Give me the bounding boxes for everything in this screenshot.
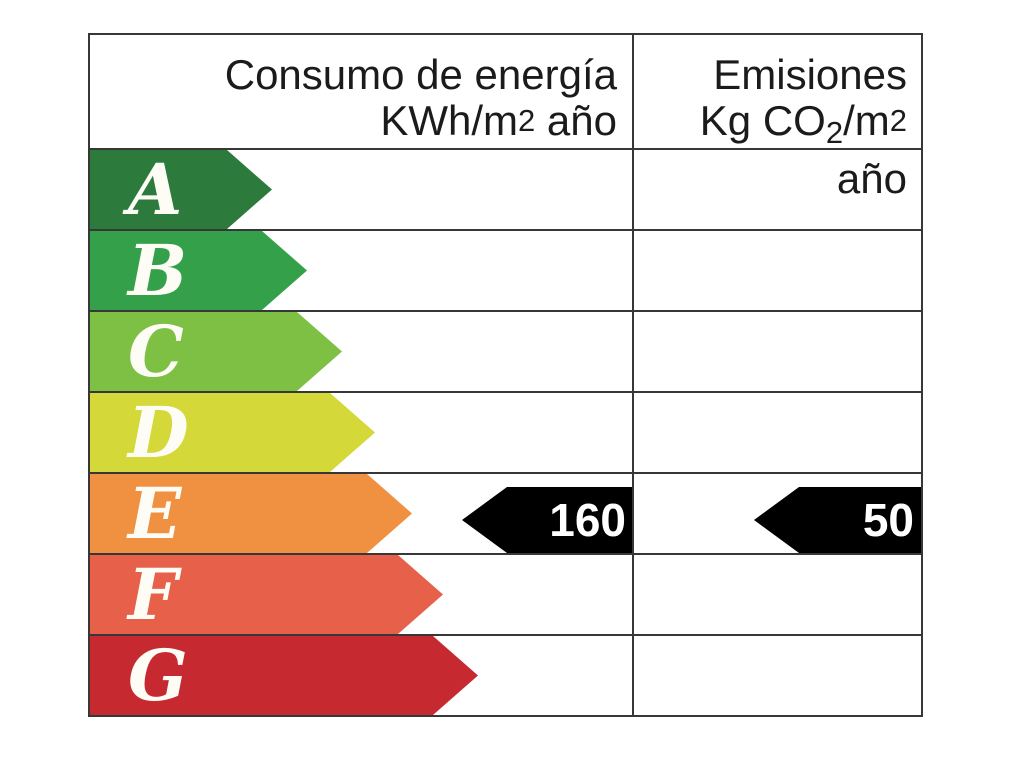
co2-subscript: 2 — [825, 115, 844, 150]
energy-rating-table: Consumo de energía KWh/m2 año Emisiones … — [88, 33, 923, 717]
rating-row-g: G — [90, 634, 921, 715]
consumption-unit-text: KWh/m — [380, 97, 518, 144]
rating-letter-f: F — [128, 552, 178, 636]
rating-bar-c: C — [90, 312, 342, 391]
consumption-value: 160 — [549, 494, 626, 546]
rating-bar-g: G — [90, 636, 478, 715]
consumption-unit-suffix: año — [535, 97, 617, 144]
table-header: Consumo de energía KWh/m2 año Emisiones … — [90, 35, 921, 202]
rating-row-a: A — [90, 148, 921, 229]
rating-bar-e: E — [90, 474, 412, 553]
emissions-column-header: Emisiones Kg CO2/m2 año — [632, 35, 921, 202]
rating-row-e: E 160 50 — [90, 472, 921, 553]
emissions-header-line1: Emisiones — [713, 51, 907, 98]
rating-letter-c: C — [128, 309, 184, 393]
emissions-header-line2: Kg CO2/m2 año — [632, 98, 907, 202]
consumption-column-header: Consumo de energía KWh/m2 año — [90, 35, 632, 148]
rating-bar-b: B — [90, 231, 307, 310]
emissions-value-arrow: 50 — [754, 487, 921, 553]
rating-letter-a: A — [128, 147, 183, 231]
emissions-unit-suffix: año — [836, 155, 907, 202]
rating-letter-e: E — [128, 471, 182, 555]
column-divider-line — [632, 35, 634, 715]
rating-row-f: F — [90, 553, 921, 634]
rating-row-b: B — [90, 229, 921, 310]
rating-bar-a: A — [90, 150, 272, 229]
consumption-unit-exponent: 2 — [518, 103, 536, 138]
rating-row-d: D — [90, 391, 921, 472]
consumption-header-line1: Consumo de energía — [224, 51, 617, 98]
rating-letter-d: D — [128, 390, 189, 474]
emissions-unit-exponent: 2 — [889, 103, 907, 138]
emissions-unit-mid: /m — [843, 97, 890, 144]
rating-bar-f: F — [90, 555, 443, 634]
rating-row-c: C — [90, 310, 921, 391]
consumption-header-line2: KWh/m2 año — [90, 98, 617, 144]
consumption-value-arrow: 160 — [462, 487, 632, 553]
emissions-value: 50 — [862, 494, 914, 546]
rating-bar-d: D — [90, 393, 375, 472]
rating-letter-b: B — [128, 228, 188, 312]
emissions-unit-text: Kg CO — [699, 97, 826, 144]
rating-letter-g: G — [128, 633, 188, 717]
